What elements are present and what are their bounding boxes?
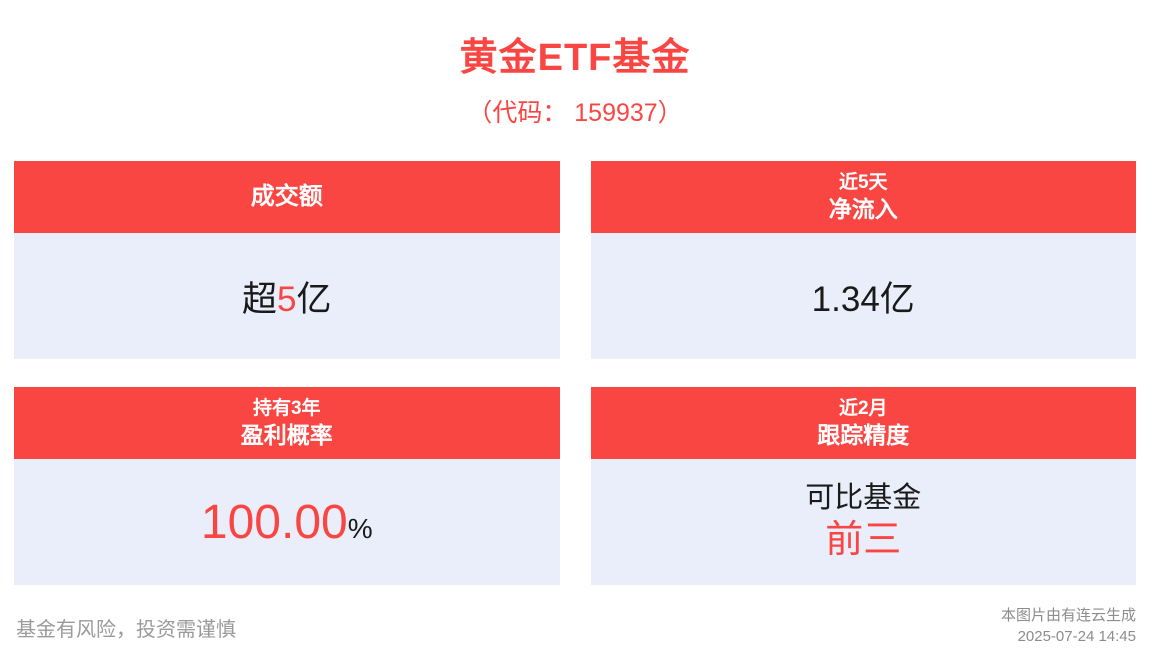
turnover-value: 超5亿 <box>242 271 332 322</box>
net-inflow-value: 1.34亿 <box>812 271 915 322</box>
card-tracking-precision-header-label: 跟踪精度 <box>817 421 910 448</box>
infographic-page: 黄金ETF基金 （代码： 159937） 成交额 超5亿 近5天 净流入 1.3… <box>0 26 1150 658</box>
card-net-inflow-body: 1.34亿 <box>590 233 1136 359</box>
page-subtitle: （代码： 159937） <box>467 99 683 127</box>
card-turnover-body: 超5亿 <box>14 233 560 359</box>
page-title: 黄金ETF基金 <box>459 37 691 79</box>
card-profit-probability-header: 持有3年 盈利概率 <box>14 387 560 459</box>
card-profit-probability-header-label: 盈利概率 <box>240 421 333 448</box>
image-credit: 本图片由有连云生成 2025-07-24 14:45 <box>1001 605 1136 649</box>
card-tracking-precision-header: 近2月 跟踪精度 <box>590 387 1136 459</box>
tracking-precision-line1: 可比基金 <box>805 481 922 514</box>
profit-probability-number: 100.00 <box>200 495 348 549</box>
image-credit-timestamp: 2025-07-24 14:45 <box>1017 628 1136 646</box>
card-net-inflow: 近5天 净流入 1.34亿 <box>590 161 1136 359</box>
card-turnover: 成交额 超5亿 <box>14 161 560 359</box>
metric-cards-grid: 成交额 超5亿 近5天 净流入 1.34亿 持有3年 <box>14 161 1136 585</box>
card-tracking-precision: 近2月 跟踪精度 可比基金 前三 <box>590 387 1136 585</box>
card-profit-probability-body: 100.00% <box>14 459 560 585</box>
card-tracking-precision-header-period: 近2月 <box>838 397 888 419</box>
card-profit-probability: 持有3年 盈利概率 100.00% <box>14 387 560 585</box>
card-turnover-header-label: 成交额 <box>250 183 323 210</box>
profit-probability-value: 100.00% <box>201 495 373 550</box>
turnover-value-number: 5 <box>277 279 297 319</box>
turnover-value-suffix: 亿 <box>296 279 332 319</box>
card-tracking-precision-body: 可比基金 前三 <box>590 459 1136 585</box>
image-credit-source: 本图片由有连云生成 <box>1000 606 1136 624</box>
card-turnover-header: 成交额 <box>14 161 560 233</box>
profit-probability-suffix: % <box>347 512 373 544</box>
card-profit-probability-header-period: 持有3年 <box>252 397 321 419</box>
turnover-value-prefix: 超 <box>242 279 278 319</box>
net-inflow-value-suffix: 亿 <box>879 279 915 319</box>
card-net-inflow-header-period: 近5天 <box>838 171 888 193</box>
card-net-inflow-header: 近5天 净流入 <box>590 161 1136 233</box>
net-inflow-value-number: 1.34 <box>811 279 880 319</box>
tracking-precision-line2: 前三 <box>825 518 902 561</box>
risk-disclaimer: 基金有风险，投资需谨慎 <box>16 619 236 641</box>
card-net-inflow-header-label: 净流入 <box>828 195 898 222</box>
